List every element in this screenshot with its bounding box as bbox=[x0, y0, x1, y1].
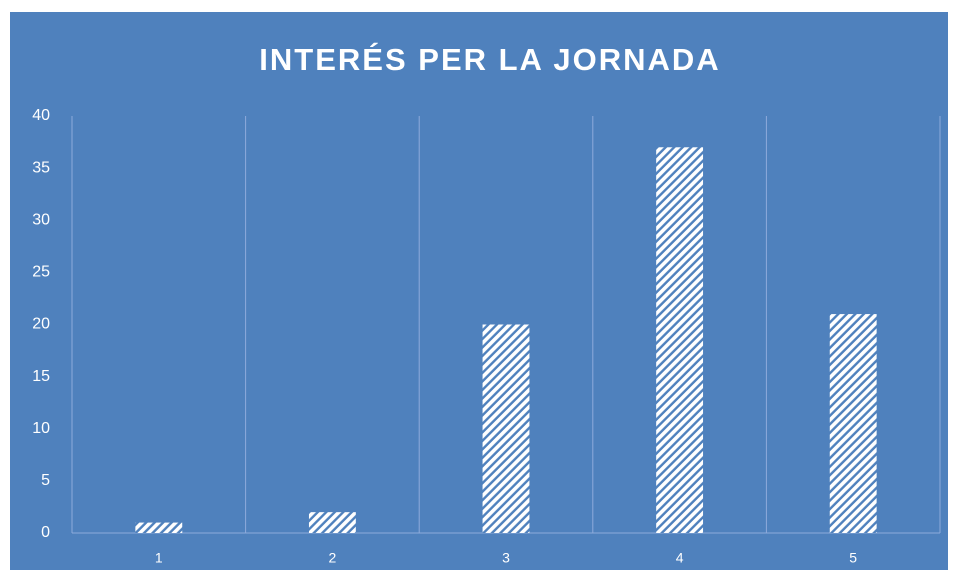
bar bbox=[135, 522, 183, 533]
chart-background bbox=[10, 12, 948, 570]
y-tick-label: 40 bbox=[32, 107, 50, 124]
x-tick-label: 3 bbox=[502, 550, 510, 566]
bar bbox=[656, 147, 704, 533]
y-tick-label: 35 bbox=[32, 159, 50, 176]
chart-title: INTERÉS PER LA JORNADA bbox=[259, 42, 720, 77]
y-tick-label: 25 bbox=[32, 264, 50, 281]
y-tick-label: 20 bbox=[32, 316, 50, 333]
y-tick-label: 15 bbox=[32, 368, 50, 385]
y-tick-label: 5 bbox=[41, 472, 50, 489]
x-tick-label: 4 bbox=[676, 550, 684, 566]
x-tick-label: 2 bbox=[329, 550, 337, 566]
y-tick-label: 0 bbox=[41, 524, 50, 541]
y-tick-label: 10 bbox=[32, 420, 50, 437]
x-tick-label: 5 bbox=[849, 550, 857, 566]
bar bbox=[482, 324, 530, 533]
bar bbox=[829, 314, 877, 533]
bar bbox=[308, 512, 356, 533]
y-tick-label: 30 bbox=[32, 211, 50, 228]
x-tick-label: 1 bbox=[155, 550, 163, 566]
